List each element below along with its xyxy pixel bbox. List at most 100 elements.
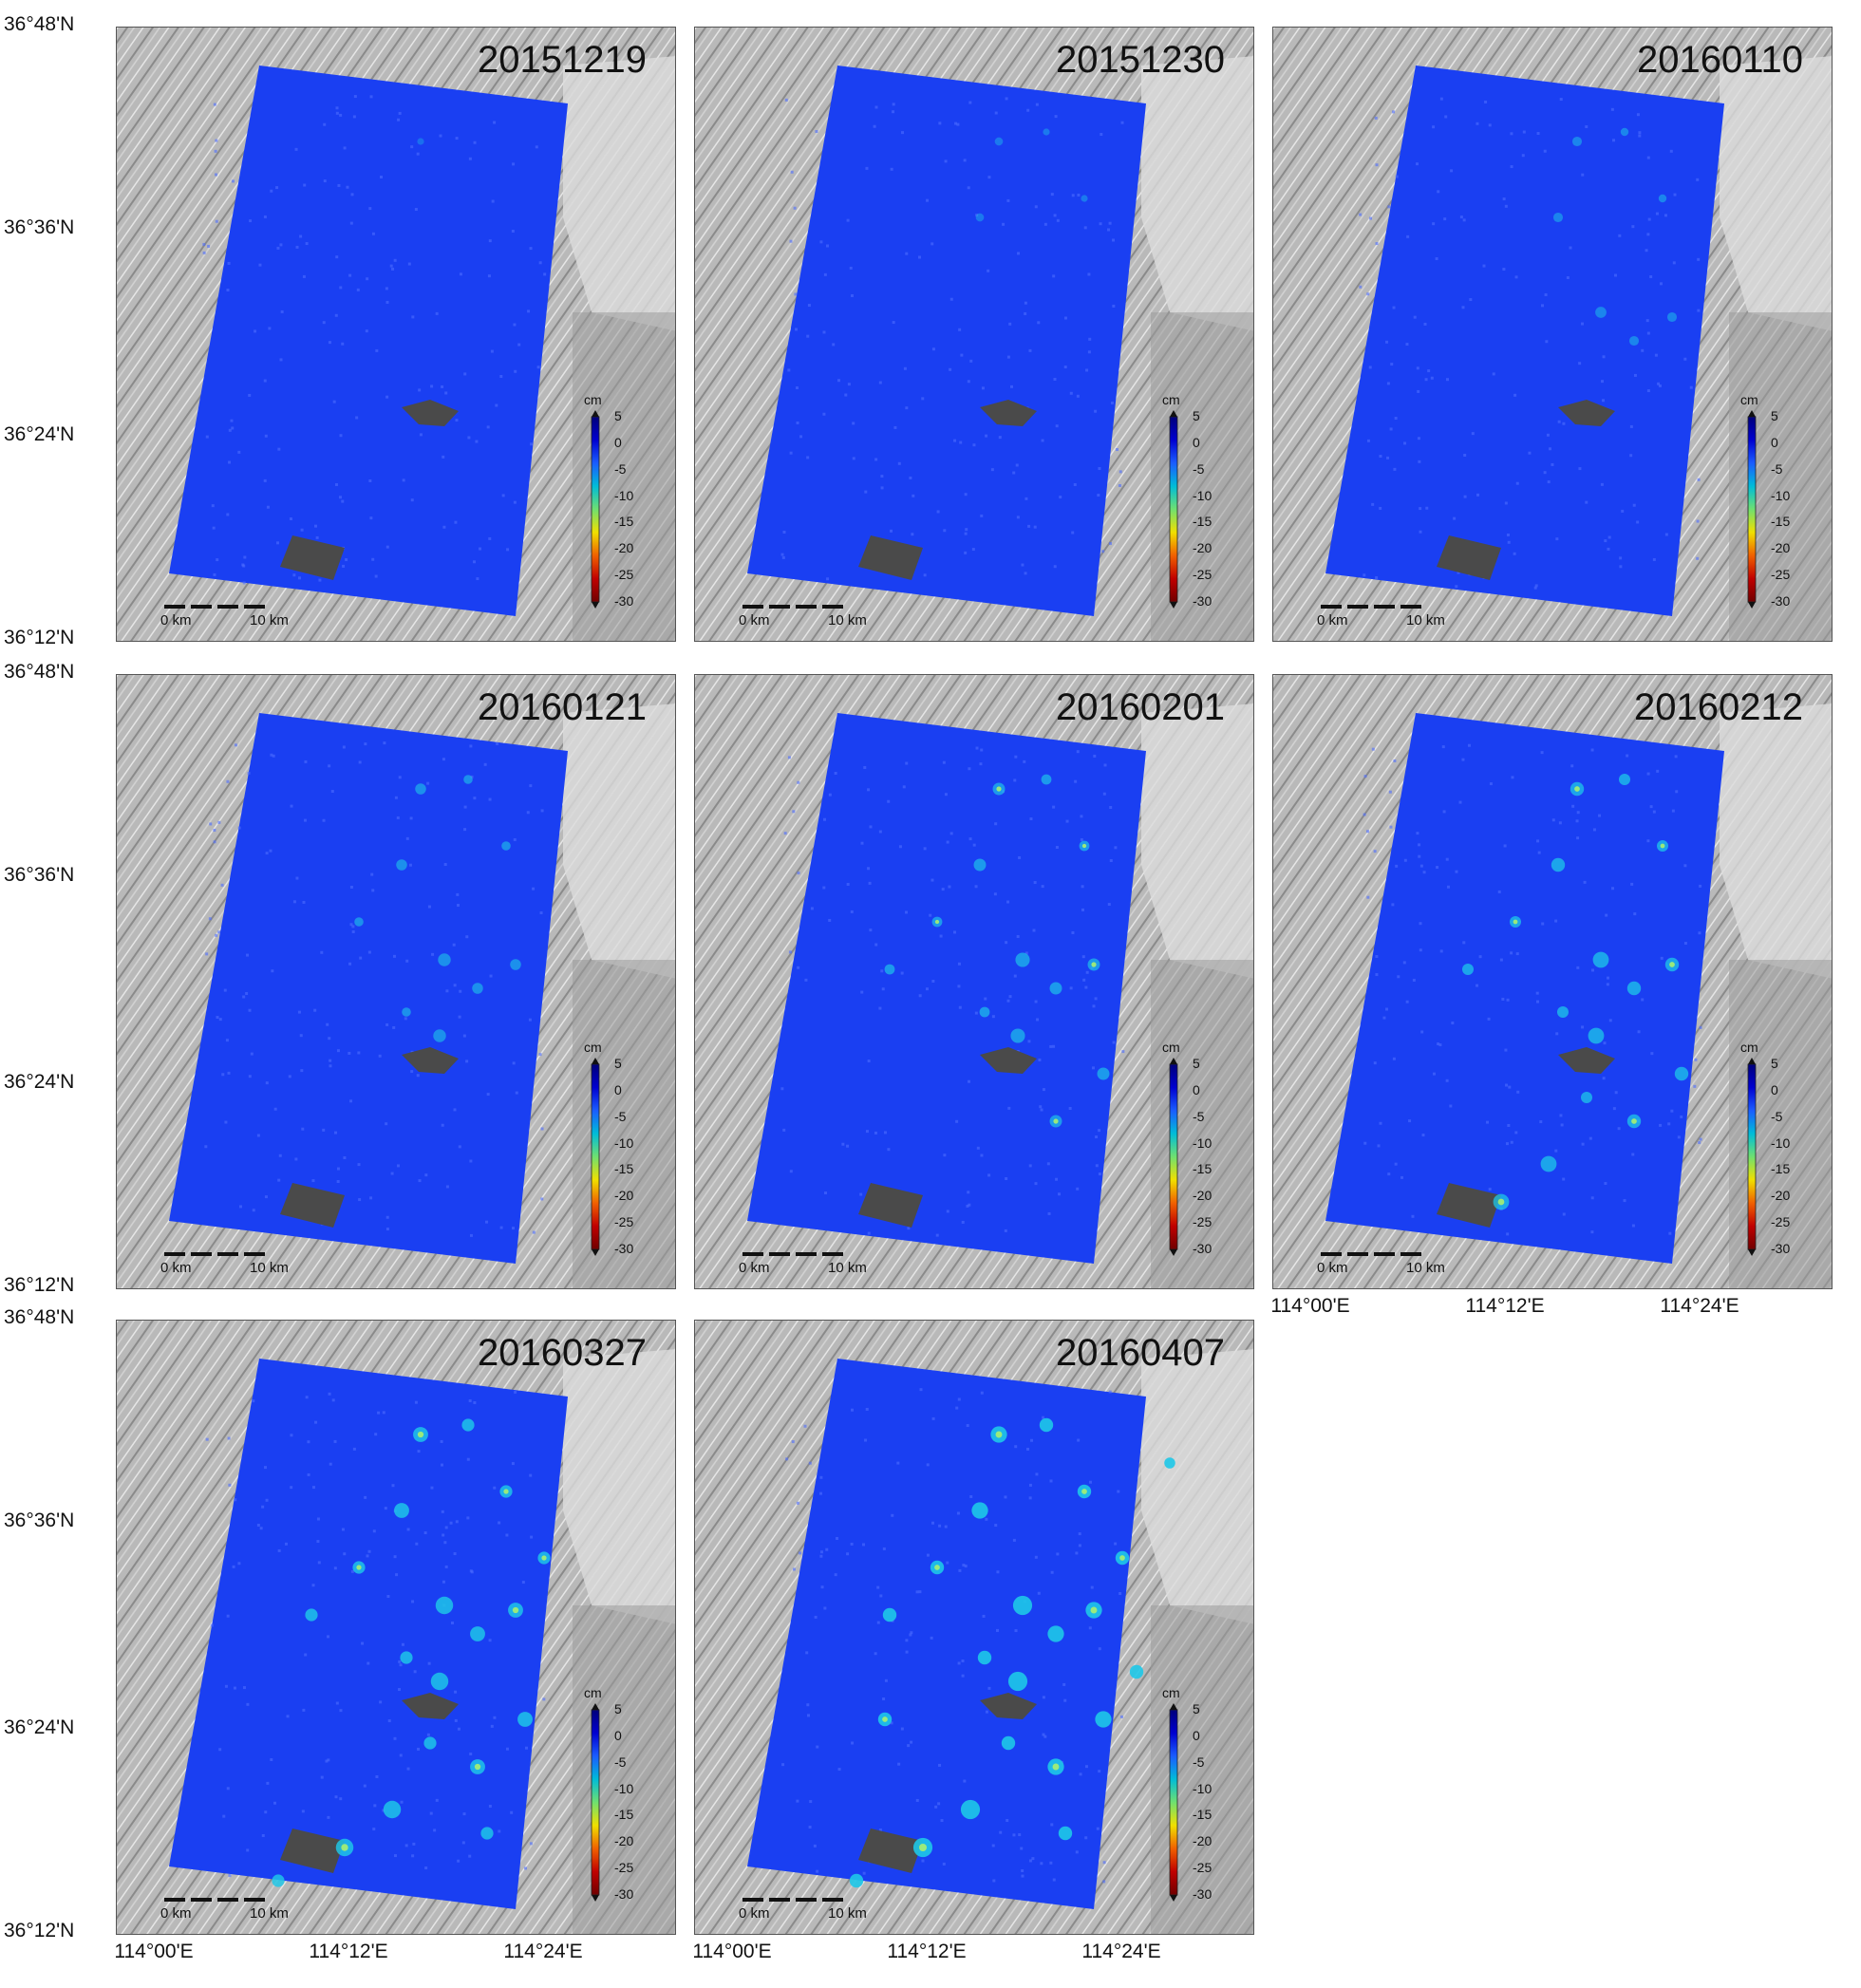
speckle xyxy=(1610,107,1614,111)
speckle xyxy=(445,1185,449,1189)
speckle xyxy=(385,1215,389,1219)
scale-bar-segment xyxy=(164,605,185,609)
colorbar-tick-label: 0 xyxy=(1193,1081,1200,1097)
speckle xyxy=(311,1584,315,1587)
speckle xyxy=(408,863,412,867)
speckle xyxy=(407,262,411,266)
speckle xyxy=(245,991,249,995)
speckle xyxy=(331,1398,335,1402)
speckle xyxy=(463,828,467,832)
speckle xyxy=(850,1408,854,1412)
subsidence-spot xyxy=(461,1418,475,1432)
speckle xyxy=(375,348,379,352)
speckle xyxy=(242,564,246,568)
colorbar-tick-label: -15 xyxy=(1771,1161,1791,1177)
speckle xyxy=(1102,1880,1106,1884)
speckle xyxy=(397,118,401,122)
speckle xyxy=(349,885,353,889)
speckle xyxy=(493,1486,497,1490)
colorbar-tick-label: 5 xyxy=(1193,408,1200,423)
speckle xyxy=(532,1230,536,1234)
speckle xyxy=(216,558,219,562)
speckle xyxy=(1079,1772,1082,1776)
speckle xyxy=(1683,357,1687,361)
colorbar-tick-label: -15 xyxy=(1193,514,1212,530)
speckle xyxy=(1098,1172,1101,1176)
speckle xyxy=(1562,1212,1566,1216)
speckle xyxy=(1014,1629,1018,1633)
speckle xyxy=(1680,1115,1683,1118)
speckle xyxy=(1005,1176,1008,1180)
speckle xyxy=(328,1392,331,1396)
speckle xyxy=(1032,928,1036,932)
speckle xyxy=(1658,384,1662,387)
colorbar-tick-label: 5 xyxy=(1771,1056,1778,1071)
colorbar-tick-label: 0 xyxy=(614,434,622,450)
speckle xyxy=(883,1131,887,1135)
speckle xyxy=(313,1008,317,1012)
speckle xyxy=(1632,503,1636,507)
colorbar-max-arrow xyxy=(1170,1703,1177,1710)
urban-area xyxy=(563,56,675,331)
speckle xyxy=(367,950,371,954)
speckle xyxy=(806,1703,810,1707)
plain-area xyxy=(1729,312,1832,641)
speckle xyxy=(781,555,785,559)
speckle xyxy=(457,1727,461,1731)
speckle xyxy=(472,560,476,564)
speckle xyxy=(1075,1551,1079,1555)
speckle xyxy=(1006,1819,1009,1823)
colorbar-tick-label: -30 xyxy=(614,593,634,609)
speckle xyxy=(1544,292,1548,296)
speckle xyxy=(371,889,375,892)
speckle xyxy=(891,1513,894,1517)
speckle xyxy=(1488,1188,1492,1191)
speckle xyxy=(1646,389,1650,393)
speckle xyxy=(367,1661,370,1665)
speckle xyxy=(452,943,456,947)
speckle xyxy=(968,837,972,841)
speckle xyxy=(1027,1040,1031,1043)
speckle xyxy=(1637,1030,1641,1034)
speckle xyxy=(966,1424,969,1428)
speckle xyxy=(1078,1532,1081,1536)
speckle xyxy=(1540,751,1544,755)
speckle xyxy=(1014,1445,1018,1449)
scale-bar-start-label: 0 km xyxy=(739,612,770,628)
subsidence-core xyxy=(1091,962,1097,967)
colorbar-tick-label: -10 xyxy=(614,487,634,503)
speckle xyxy=(276,541,280,545)
speckle xyxy=(273,1801,276,1805)
speckle xyxy=(1031,1857,1035,1861)
speckle xyxy=(211,504,215,508)
speckle xyxy=(1024,572,1027,575)
speckle xyxy=(961,1674,965,1678)
speckle xyxy=(1636,520,1640,524)
speckle xyxy=(513,323,517,327)
acquisition-date: 20160407 xyxy=(1056,1332,1225,1374)
speckle xyxy=(409,816,413,820)
speckle xyxy=(1535,1000,1539,1003)
speckle xyxy=(468,1854,472,1858)
speckle xyxy=(312,1486,315,1490)
speckle xyxy=(918,994,922,998)
speckle xyxy=(539,911,543,915)
speckle xyxy=(1697,257,1701,261)
speckle xyxy=(1581,1142,1585,1146)
speckle xyxy=(1697,478,1701,481)
colorbar-tick-label: -20 xyxy=(1771,540,1791,556)
speckle xyxy=(1062,1682,1066,1686)
speckle xyxy=(414,208,418,212)
subsidence-spot xyxy=(960,1799,981,1820)
speckle xyxy=(390,1172,394,1175)
speckle xyxy=(411,315,415,319)
speckle xyxy=(1554,1149,1558,1153)
speckle xyxy=(1513,393,1517,397)
speckle xyxy=(204,1145,208,1149)
speckle xyxy=(1099,222,1102,226)
speckle xyxy=(1592,828,1596,832)
speckle xyxy=(844,393,848,397)
scale-bar-segment xyxy=(217,1252,238,1256)
speckle xyxy=(443,1541,447,1545)
speckle xyxy=(1120,121,1124,124)
